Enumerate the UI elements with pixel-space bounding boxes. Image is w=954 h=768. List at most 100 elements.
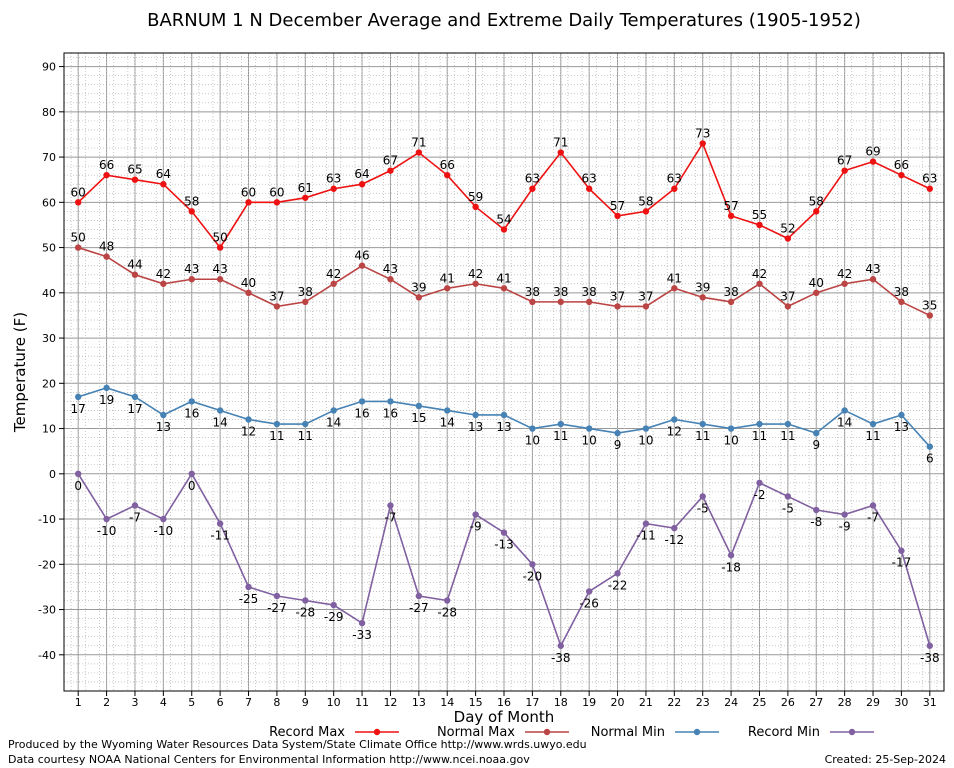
normal-min-point — [302, 420, 309, 428]
record-max-point — [103, 171, 110, 179]
record-min-point — [727, 552, 735, 559]
y-tick-label: -40 — [38, 649, 56, 662]
record-max-data-label: 58 — [809, 194, 824, 208]
record-max-data-label: 64 — [156, 167, 171, 181]
normal-min-data-label: 11 — [865, 429, 880, 443]
record-max-data-label: 60 — [241, 185, 256, 199]
normal-min-point — [529, 425, 536, 432]
y-tick-label: -30 — [38, 604, 56, 617]
normal-max-point — [869, 276, 877, 283]
record-max-data-label: 58 — [638, 194, 653, 208]
normal-min-data-label: 16 — [184, 406, 199, 420]
x-tick-label: 7 — [245, 696, 252, 709]
record-max-data-label: 63 — [922, 172, 937, 186]
normal-min-point — [585, 425, 593, 432]
normal-max-point — [756, 280, 763, 287]
normal-max-data-label: 37 — [269, 289, 284, 303]
record-min-data-label: -12 — [665, 533, 685, 547]
x-tick-label: 20 — [611, 696, 625, 709]
record-max-point — [500, 226, 508, 233]
legend-label-record-min: Record Min — [748, 725, 820, 740]
record-min-point — [585, 588, 593, 595]
chart-title: BARNUM 1 N December Average and Extreme … — [147, 10, 861, 31]
record-min-point — [813, 506, 820, 514]
x-axis-label: Day of Month — [454, 708, 555, 726]
x-tick-label: 22 — [667, 696, 681, 709]
record-max-point — [273, 199, 281, 206]
record-max-data-label: 73 — [695, 126, 710, 140]
normal-max-point — [727, 298, 735, 306]
record-max-point — [188, 208, 195, 215]
normal-min-data-label: 13 — [156, 420, 171, 434]
legend-marker-record-max — [373, 728, 381, 736]
normal-min-data-label: 12 — [667, 425, 682, 439]
record-min-point — [74, 470, 82, 478]
record-max-point — [926, 185, 934, 192]
normal-min-point — [869, 420, 877, 428]
normal-min-point — [784, 420, 792, 428]
y-tick-label: 50 — [42, 242, 56, 255]
legend-marker-normal-max — [543, 728, 551, 736]
record-max-data-label: 64 — [354, 167, 369, 181]
normal-max-point — [358, 262, 366, 269]
legend-label-record-max: Record Max — [269, 725, 345, 740]
x-tick-label: 6 — [217, 696, 224, 709]
normal-max-data-label: 38 — [525, 285, 540, 299]
normal-max-data-label: 42 — [468, 267, 483, 281]
record-min-data-label: -10 — [154, 524, 174, 538]
normal-max-point — [188, 276, 195, 283]
normal-min-data-label: 12 — [241, 425, 256, 439]
record-max-data-label: 66 — [99, 158, 114, 172]
normal-max-point — [529, 298, 536, 306]
normal-max-point — [898, 298, 905, 306]
normal-min-data-label: 10 — [582, 434, 597, 448]
normal-max-point — [103, 253, 110, 260]
normal-min-data-label: 14 — [326, 415, 341, 429]
record-max-point — [444, 171, 451, 179]
record-min-point — [529, 561, 536, 568]
record-min-point — [415, 592, 423, 600]
normal-min-data-label: 14 — [212, 415, 227, 429]
normal-min-point — [756, 420, 763, 428]
normal-max-point — [557, 298, 564, 306]
record-min-point — [160, 515, 167, 523]
normal-min-data-label: 11 — [298, 429, 313, 443]
y-tick-label: 60 — [42, 196, 56, 209]
normal-max-data-label: 37 — [780, 289, 795, 303]
normal-max-point — [216, 276, 224, 283]
normal-max-point — [926, 312, 934, 319]
normal-max-data-label: 41 — [667, 271, 682, 285]
record-min-point — [500, 529, 508, 536]
record-max-series: 60 66 65 64 58 50 60 60 61 63 64 67 71 66 59 54 63 71 63 57… — [71, 126, 937, 251]
record-max-point — [216, 244, 224, 251]
x-tick-label: 10 — [327, 696, 341, 709]
record-min-data-label: -2 — [753, 488, 765, 502]
record-min-point — [131, 502, 139, 509]
normal-min-point — [103, 384, 110, 392]
normal-max-data-label: 41 — [496, 271, 511, 285]
x-tick-label: 11 — [355, 696, 369, 709]
normal-max-point — [74, 244, 82, 251]
record-max-point — [529, 185, 536, 192]
normal-max-point — [642, 303, 650, 310]
record-min-data-label: -27 — [409, 601, 429, 615]
normal-max-data-label: 44 — [127, 258, 142, 272]
record-min-point — [841, 511, 848, 518]
normal-max-data-label: 48 — [99, 240, 114, 254]
record-min-series: 0 -10 -7 -10 0 -11 -25 -27 -28 -29 -33 -7 -27 -28 -9 -1… — [74, 470, 940, 665]
record-min-point — [358, 619, 366, 627]
x-tick-label: 28 — [838, 696, 852, 709]
normal-min-data-label: 11 — [780, 429, 795, 443]
y-tick-label: 20 — [42, 377, 56, 390]
normal-min-point — [131, 393, 139, 401]
normal-min-data-label: 9 — [614, 438, 622, 452]
record-min-data-label: -11 — [210, 529, 230, 543]
normal-max-point — [387, 276, 394, 283]
y-tick-label: -20 — [38, 558, 56, 571]
normal-max-point — [614, 303, 621, 310]
record-max-data-label: 61 — [298, 181, 313, 195]
normal-min-data-label: 9 — [812, 438, 820, 452]
record-min-point — [699, 493, 706, 500]
normal-min-point — [358, 398, 366, 405]
